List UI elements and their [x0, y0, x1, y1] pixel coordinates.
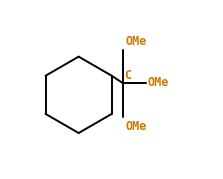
- Text: OMe: OMe: [126, 120, 147, 133]
- Text: OMe: OMe: [148, 76, 169, 89]
- Text: C: C: [124, 69, 132, 82]
- Text: OMe: OMe: [126, 35, 147, 48]
